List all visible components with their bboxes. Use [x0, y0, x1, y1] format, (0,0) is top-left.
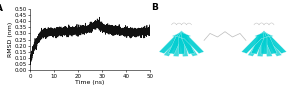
Text: A: A	[0, 4, 3, 13]
Y-axis label: RMSD (nm): RMSD (nm)	[8, 22, 13, 57]
Polygon shape	[262, 37, 272, 57]
Polygon shape	[242, 32, 264, 54]
Polygon shape	[251, 31, 266, 54]
Polygon shape	[173, 37, 183, 57]
Polygon shape	[164, 37, 180, 56]
X-axis label: Time (ns): Time (ns)	[75, 80, 105, 85]
Polygon shape	[259, 31, 269, 54]
Polygon shape	[178, 37, 188, 57]
Text: B: B	[152, 3, 158, 12]
Polygon shape	[176, 31, 187, 54]
Polygon shape	[179, 31, 194, 54]
Polygon shape	[169, 31, 184, 54]
Polygon shape	[159, 32, 182, 54]
Polygon shape	[266, 37, 282, 56]
Polygon shape	[182, 37, 198, 56]
Polygon shape	[264, 32, 286, 54]
Polygon shape	[257, 37, 267, 57]
Polygon shape	[182, 32, 204, 54]
Polygon shape	[248, 37, 264, 56]
Polygon shape	[262, 31, 277, 54]
